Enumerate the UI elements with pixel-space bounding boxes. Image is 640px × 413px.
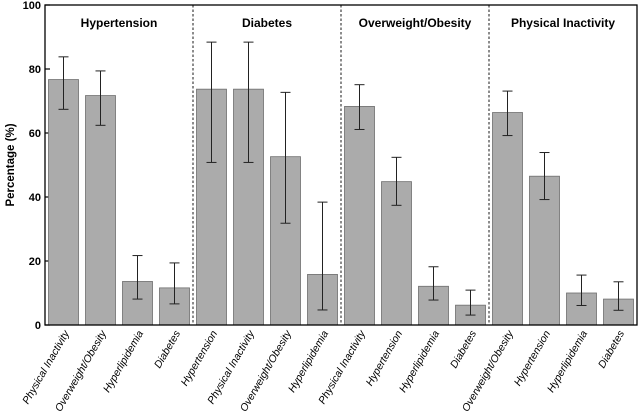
panel-title: Overweight/Obesity [359, 16, 472, 30]
panel-title: Diabetes [242, 16, 292, 30]
x-tick-label: Hypertension [364, 328, 405, 388]
x-tick-label: Hyperlipidemia [101, 328, 146, 394]
bar [344, 106, 375, 326]
y-tick-label: 0 [35, 320, 41, 332]
x-tick-label: Diabetes [152, 328, 183, 371]
panel-title: Physical Inactivity [511, 16, 615, 30]
y-tick-label: 80 [29, 64, 41, 76]
y-tick-label: 100 [23, 0, 41, 12]
y-tick-label: 40 [29, 192, 41, 204]
x-tick-label: Hyperlipidemia [397, 328, 442, 394]
bar [492, 112, 523, 326]
panel-title: Hypertension [81, 16, 158, 30]
y-tick-label: 60 [29, 128, 41, 140]
x-tick-label: Diabetes [596, 328, 627, 371]
bar [85, 95, 116, 326]
plot-frame [44, 4, 638, 326]
bar [48, 79, 79, 326]
plot-area: 0 20 40 60 80 100 Hypertension Physical Inactiv… [20, 0, 638, 413]
x-tick-label: Hypertension [512, 328, 553, 388]
x-tick-label: Hyperlipidemia [545, 328, 590, 394]
y-tick-label: 20 [29, 256, 41, 268]
x-tick-label: Hypertension [179, 328, 220, 388]
y-axis-label: Percentage (%) [5, 123, 17, 206]
x-tick-label: Diabetes [448, 328, 479, 371]
